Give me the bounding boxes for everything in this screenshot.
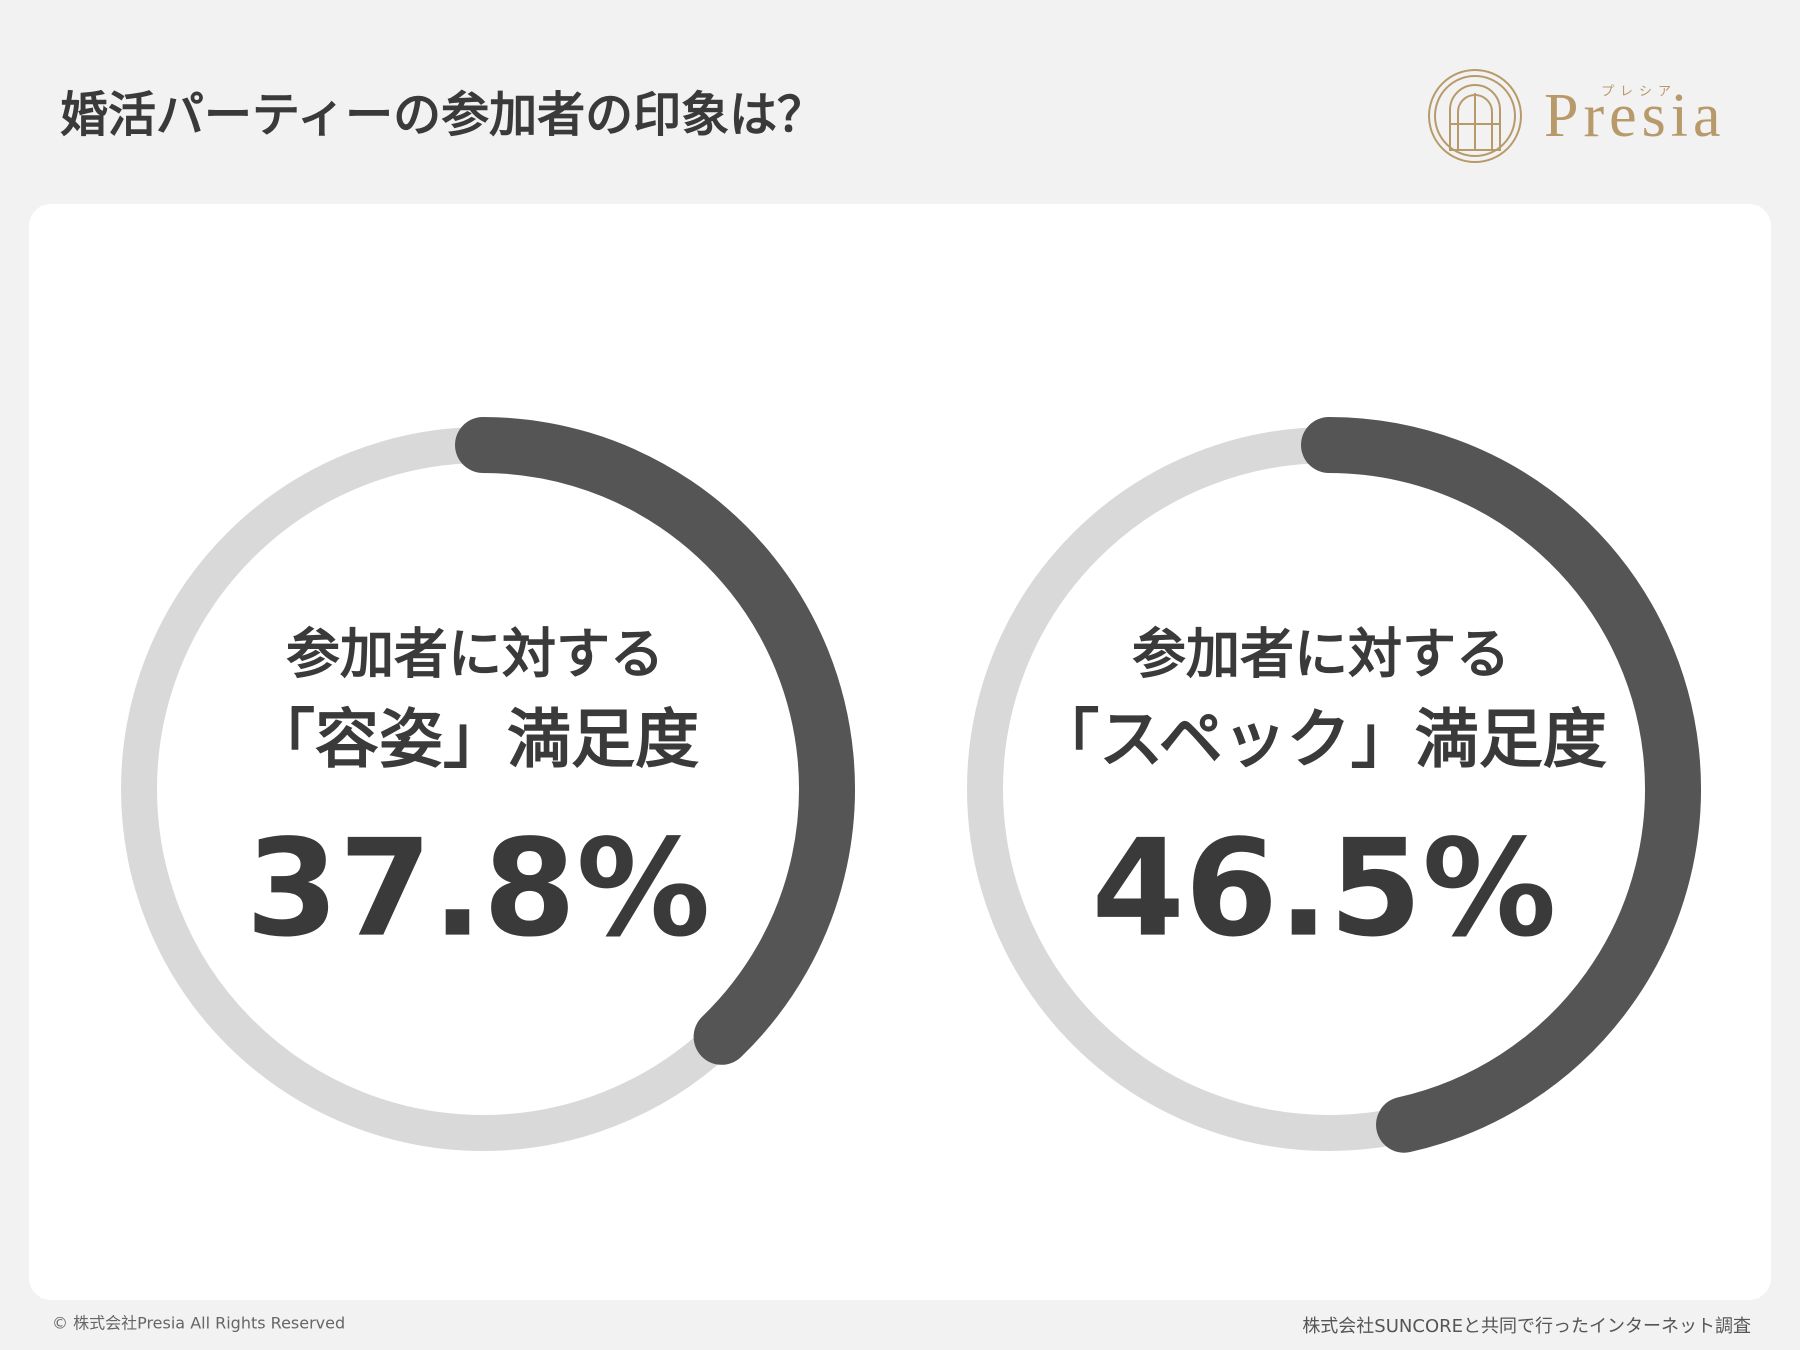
gauge-label-line: 「スペック」満足度 bbox=[1035, 704, 1607, 778]
gauge-label-line: 参加者に対する bbox=[1132, 623, 1510, 686]
gauge-value-label: 46.5% bbox=[1092, 811, 1557, 967]
footer-left: © 株式会社Presia All Rights Reserved bbox=[52, 1314, 345, 1333]
logo-kana: プレシア bbox=[1601, 85, 1677, 100]
gauge-label-line: 「容姿」満足度 bbox=[251, 704, 699, 778]
charts: 参加者に対する「容姿」満足度 37.8% 参加者に対する「スペック」満足度 46.5% bbox=[121, 417, 1701, 1153]
footer-right: 株式会社SUNCOREと共同で行ったインターネット調査 bbox=[1302, 1316, 1751, 1337]
logo-text: Presia bbox=[1544, 82, 1726, 150]
gauge-arc bbox=[1301, 417, 1701, 1153]
logo-emblem bbox=[1428, 69, 1522, 163]
page-title: 婚活パーティーの参加者の印象は？ bbox=[60, 87, 825, 143]
gauge-value-label: 37.8% bbox=[246, 811, 711, 967]
gauge-arc bbox=[455, 417, 855, 1065]
gauge-label-line: 参加者に対する bbox=[286, 623, 664, 686]
card bbox=[29, 204, 1771, 1300]
